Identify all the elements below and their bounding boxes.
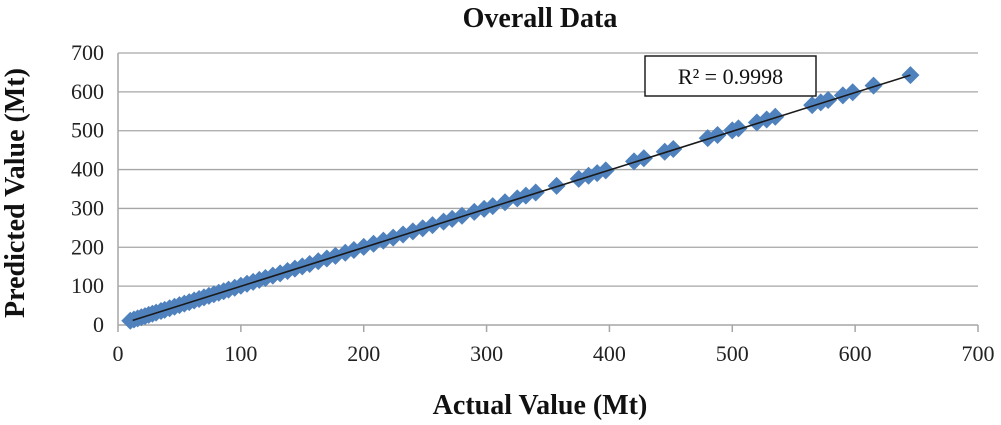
data-point	[708, 125, 727, 144]
r2-label: R² = 0.9998	[678, 64, 783, 89]
x-tick-label: 100	[224, 341, 257, 366]
data-point	[634, 149, 653, 168]
y-tick-label: 600	[71, 79, 104, 104]
x-tick-label: 200	[347, 341, 380, 366]
y-tick-label: 0	[93, 312, 104, 337]
y-axis-title: Predicted Value (Mt)	[0, 68, 31, 318]
data-point	[729, 119, 748, 138]
y-tick-label: 300	[71, 195, 104, 220]
x-tick-label: 500	[716, 341, 749, 366]
data-point	[766, 107, 785, 126]
trendline	[132, 74, 911, 322]
r2-label-box	[644, 55, 817, 97]
x-tick-label: 0	[113, 341, 124, 366]
data-point	[843, 83, 862, 102]
y-tick-label: 100	[71, 273, 104, 298]
x-axis-title: Actual Value (Mt)	[433, 390, 648, 421]
data-point	[664, 139, 683, 158]
x-tick-label: 400	[593, 341, 626, 366]
x-tick-label: 300	[470, 341, 503, 366]
x-tick-label: 600	[839, 341, 872, 366]
x-tick-label: 700	[962, 341, 995, 366]
chart-title: Overall Data	[463, 3, 618, 34]
data-point	[596, 161, 615, 180]
y-tick-label: 700	[71, 40, 104, 65]
y-tick-label: 400	[71, 157, 104, 182]
data-points	[121, 66, 920, 330]
y-tick-label: 200	[71, 234, 104, 259]
trendline-group: R² = 0.9998	[132, 55, 911, 322]
y-tick-label: 500	[71, 118, 104, 143]
labels: Overall Data Actual Value (Mt) Predicted…	[0, 3, 995, 421]
data-point	[819, 91, 838, 110]
gridlines	[118, 52, 978, 287]
axes	[117, 53, 979, 332]
data-point	[864, 76, 883, 95]
